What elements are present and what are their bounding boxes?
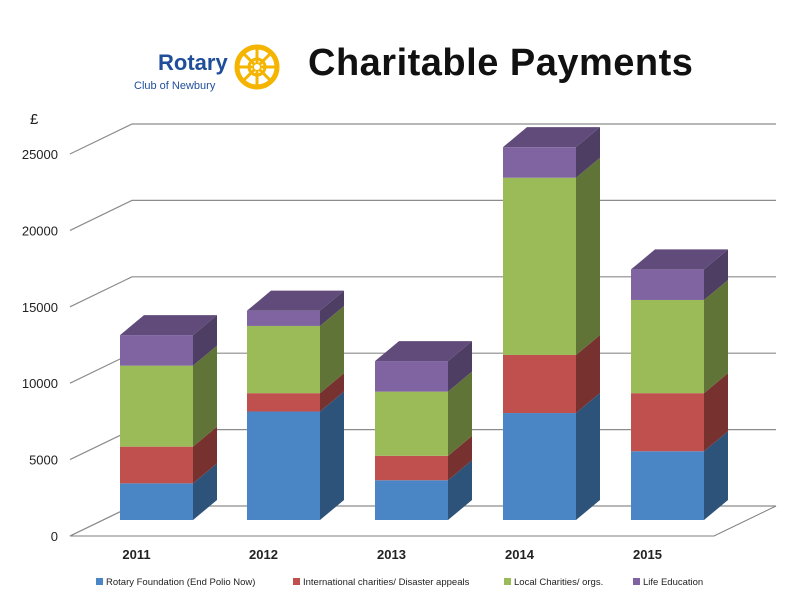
bar-side [193,315,217,366]
x-tick-label: 2013 [377,547,406,562]
bar-front [631,299,704,394]
bar-side [576,393,600,520]
rotary-wheel-icon [234,44,280,90]
bar-top [375,341,472,362]
bar-front [247,411,320,520]
bar-segment [503,127,600,178]
bar-front [503,177,576,355]
legend-swatch [504,578,511,585]
bar-segment [247,391,344,520]
bar-segment [503,157,600,355]
rotary-logo: Rotary Club of Newbury [134,42,294,98]
logo-name: Rotary [158,50,228,75]
y-tick-label: 0 [51,529,58,544]
bar-side [704,373,728,452]
bar-side [320,391,344,520]
bar-front [120,483,193,520]
bar-front [247,393,320,412]
bar-segment [631,373,728,452]
bar-side [193,426,217,484]
legend-label: Rotary Foundation (End Polio Now) [106,577,255,588]
bar-side [193,463,217,520]
bar-front [120,335,193,366]
y-tick-label: 25000 [22,147,58,162]
bar-segment [375,371,472,456]
gridline [69,123,776,155]
bar-side [448,460,472,520]
bar-segment [120,426,217,484]
legend-swatch [633,578,640,585]
bar-front [247,310,320,326]
bar-side [320,373,344,412]
bar-side [576,127,600,178]
bar-side [576,334,600,414]
bar-segment [120,315,217,366]
bar-front [631,269,704,300]
bar-side [193,345,217,447]
bar-side [704,431,728,520]
bar-segment [503,334,600,414]
x-tick-label: 2012 [249,547,278,562]
legend-label: Local Charities/ orgs. [514,577,603,588]
y-tick-label: 5000 [29,453,58,468]
bar-front [120,365,193,447]
bar-front [631,451,704,520]
gridline [69,199,776,231]
bar-side [448,341,472,392]
bar-segment [631,431,728,520]
bar-side [704,249,728,300]
bar-front [375,455,448,481]
bar-side [448,435,472,481]
bar-segment [375,341,472,392]
bar-segment [247,373,344,412]
y-tick-label: 20000 [22,223,58,238]
legend-item: International charities/ Disaster appeal… [293,577,470,588]
bar-side [576,157,600,355]
x-tick-label: 2015 [633,547,662,562]
bar-segment [631,279,728,394]
bar-top [247,290,344,311]
y-axis-label: £ [30,111,39,128]
bar-side [320,305,344,394]
legend-swatch [293,578,300,585]
bar-front [503,413,576,520]
legend-swatch [96,578,103,585]
legend-label: Life Education [643,577,703,588]
bar-front [120,446,193,484]
bar-front [503,354,576,414]
bar-segment [120,463,217,520]
legend-item: Rotary Foundation (End Polio Now) [96,577,255,588]
bar-segment [503,393,600,520]
y-tick-label: 15000 [22,300,58,315]
bar-top [503,127,600,148]
bar-segment [375,435,472,481]
bar-segment [247,290,344,326]
bar-side [320,290,344,326]
legend-item: Local Charities/ orgs. [504,577,603,588]
bar-front [375,361,448,392]
x-tick-label: 2011 [122,547,150,562]
bar-segment [120,345,217,447]
bar-segment [247,305,344,394]
bar-front [631,393,704,452]
bar-front [503,147,576,178]
bar-top [120,315,217,336]
legend-item: Life Education [633,577,703,588]
bar-side [704,279,728,394]
bar-segment [375,460,472,520]
chart-title: Charitable Payments [308,42,694,84]
bar-front [247,325,320,394]
bar-side [448,371,472,456]
bar-front [375,480,448,520]
y-tick-label: 10000 [22,376,58,391]
bar-front [375,391,448,456]
bar-segment [631,249,728,300]
logo-subtitle: Club of Newbury [134,80,216,92]
bar-top [631,249,728,270]
legend-label: International charities/ Disaster appeal… [303,577,470,588]
x-tick-label: 2014 [505,547,535,562]
